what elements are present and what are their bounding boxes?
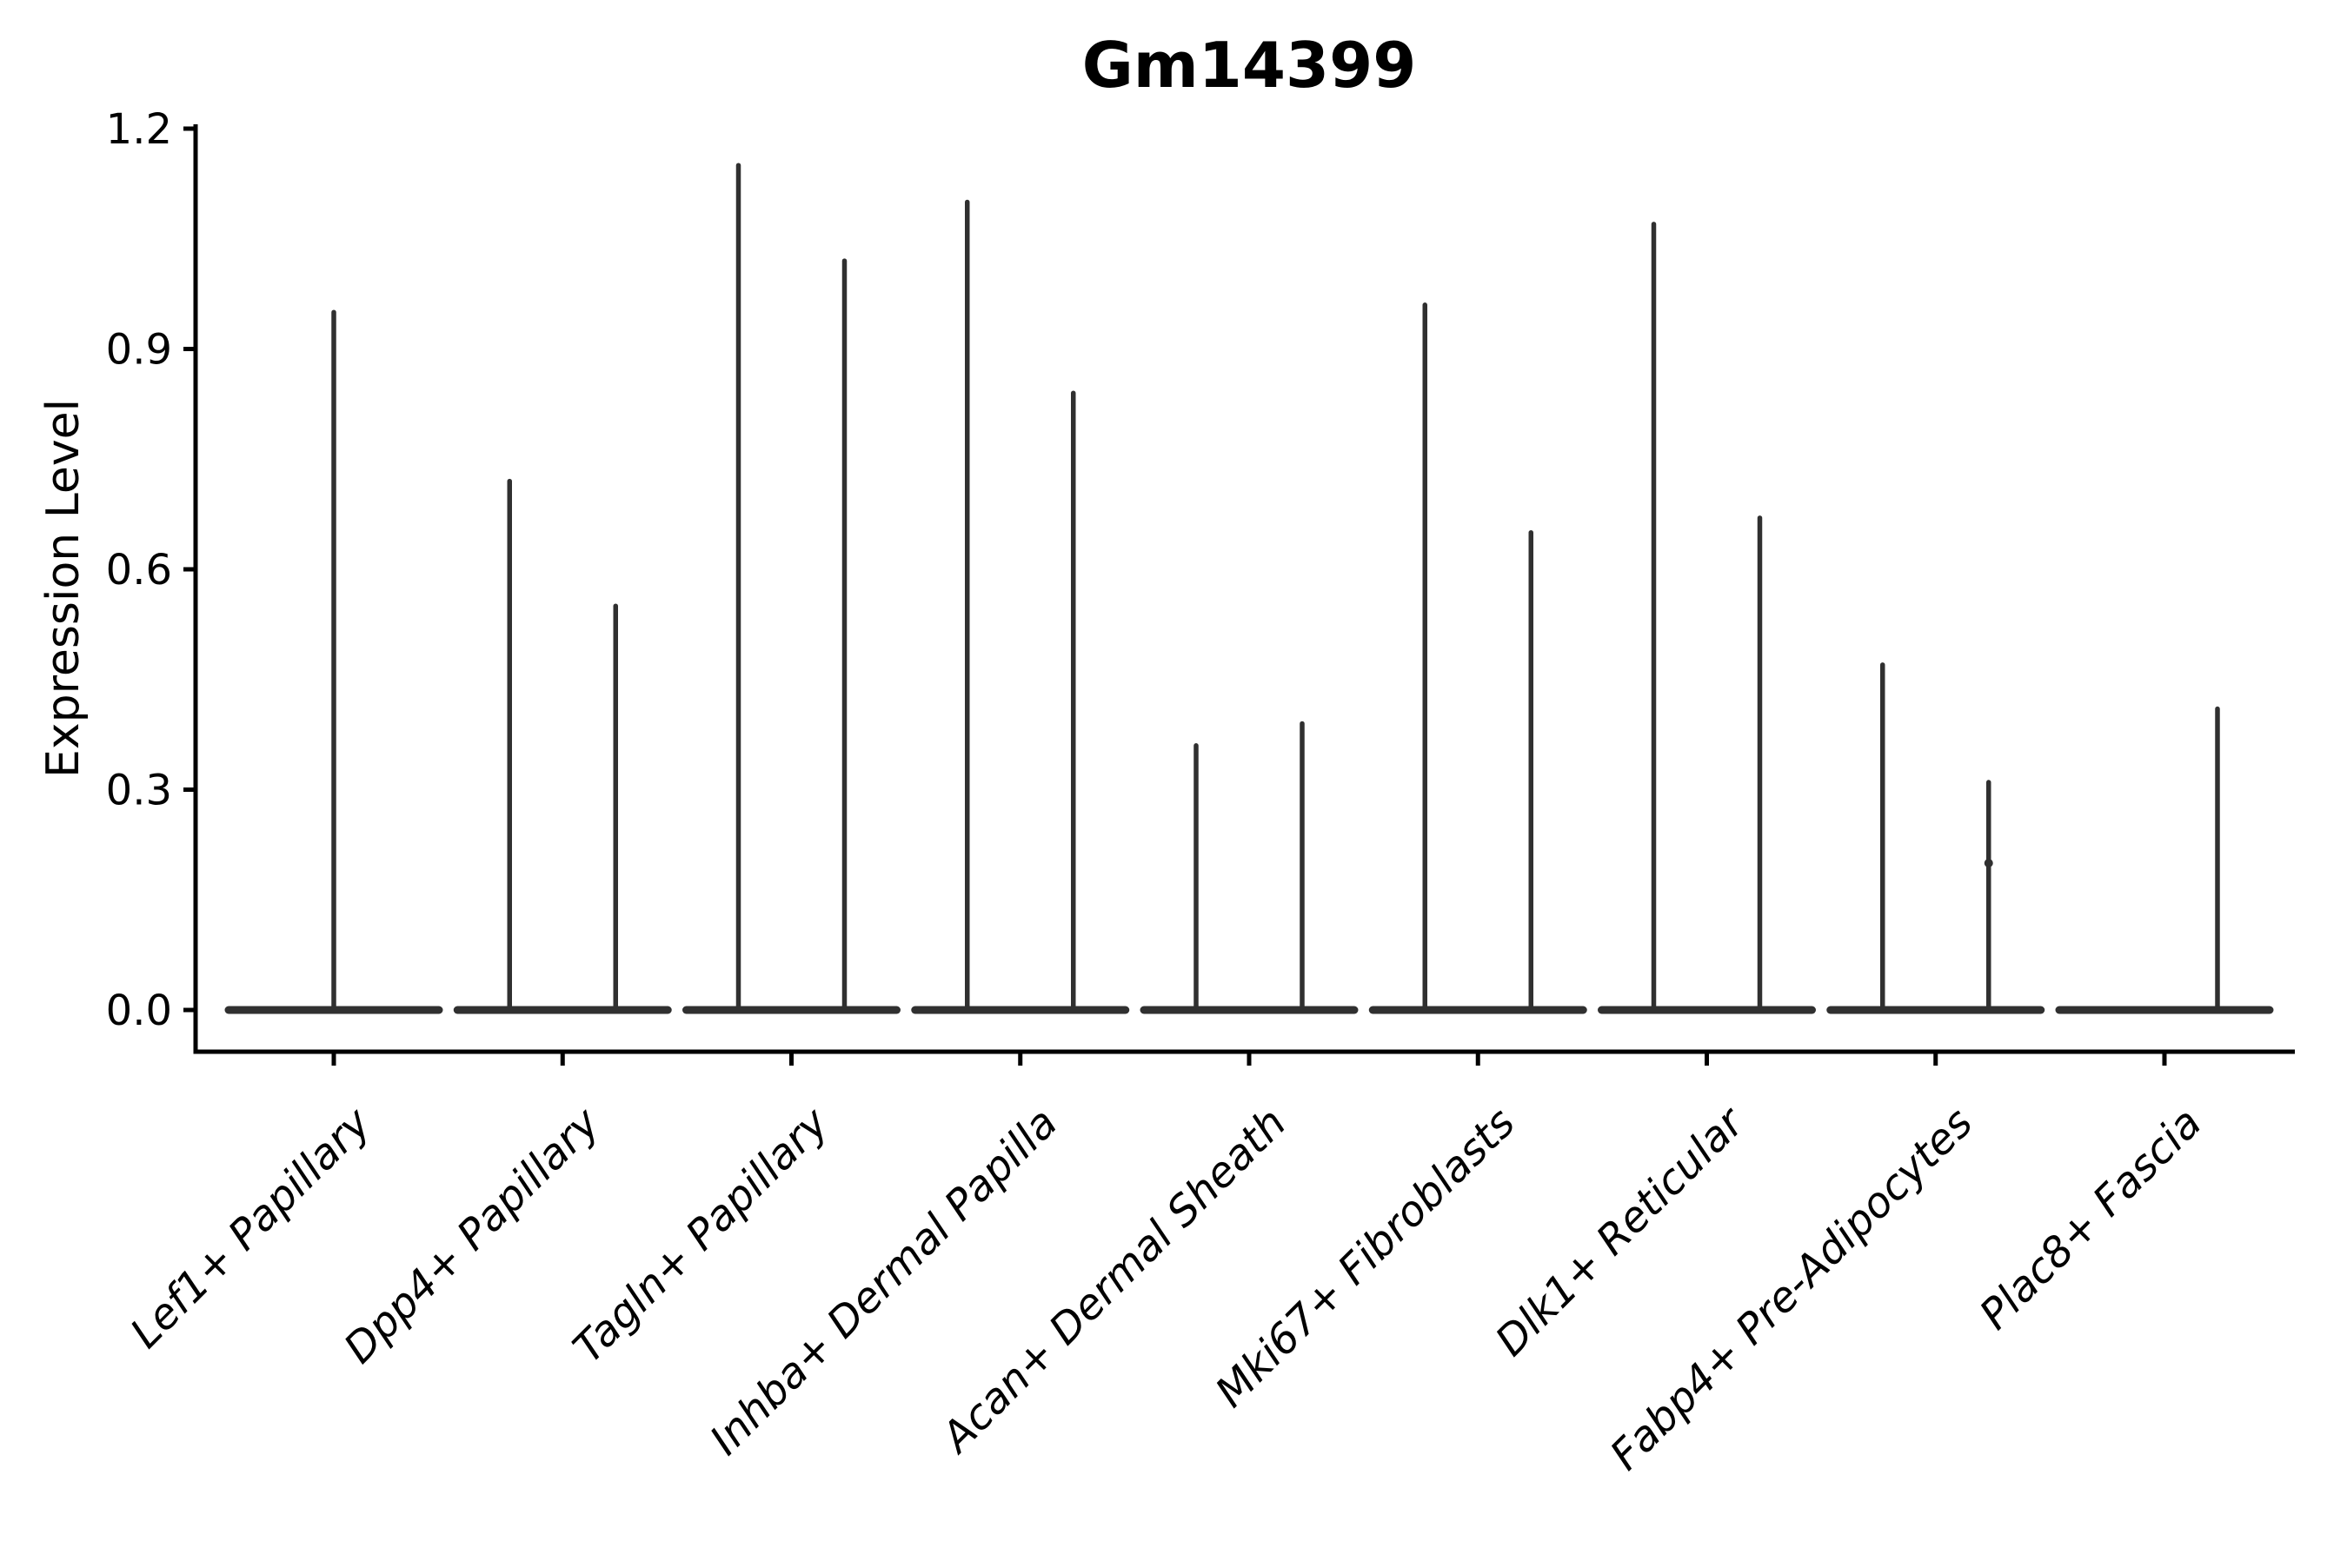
chart-title: Gm14399 [1082,29,1417,102]
y-tick-label: 0.3 [106,767,172,815]
violin-category-1 [224,309,443,1014]
y-axis-label: Expression Level [37,399,90,778]
x-category-label: Dlk1+ Reticular [1486,1097,1756,1366]
x-category-label: Fabp4+ Pre-Adipocytes [1601,1099,1983,1480]
violin-category-8 [1826,662,2045,1014]
y-tick-label: 0.0 [106,987,172,1035]
y-tick-label: 0.6 [106,546,172,595]
x-category-label: Tagln+ Papillary [564,1098,839,1372]
x-category-label: Lef1+ Papillary [121,1098,381,1358]
violin-category-3 [682,163,901,1014]
violin-category-6 [1368,302,1587,1014]
violin-category-2 [453,478,672,1014]
violin-category-7 [1598,222,1816,1014]
violin-category-9 [2055,706,2274,1014]
y-tick-label: 0.9 [106,326,172,375]
violin-layer [224,163,2274,1014]
x-category-label: Plac8+ Fascia [1971,1099,2211,1339]
violin-category-4 [911,199,1130,1014]
violin-category-5 [1140,721,1359,1014]
y-tick-label: 1.2 [106,105,172,154]
expression-point [1984,859,1993,867]
x-category-label: Dpp4+ Papillary [335,1098,609,1372]
